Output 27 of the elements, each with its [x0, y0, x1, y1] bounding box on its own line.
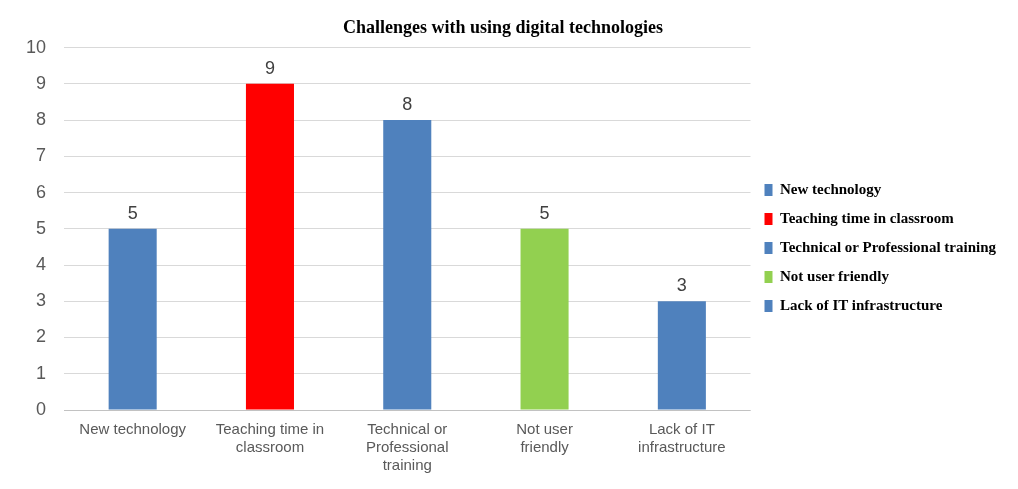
x-tick-label: Teaching time in classroom: [215, 420, 325, 456]
y-tick-label: 4: [36, 254, 47, 275]
data-label: 5: [539, 202, 550, 223]
x-tick-label: Not user friendly: [516, 420, 573, 456]
y-tick-label: 6: [36, 181, 47, 202]
y-tick-label: 7: [36, 145, 47, 166]
y-tick-label: 3: [36, 290, 47, 311]
legend-label: Not user friendly: [780, 267, 890, 284]
chart-title: Challenges with using digital technologies: [342, 17, 664, 38]
y-tick-label: 9: [36, 72, 47, 93]
data-label: 5: [127, 202, 138, 223]
legend-label: Teaching time in classroom: [780, 209, 955, 226]
y-tick-label: 1: [36, 362, 47, 383]
legend-label: New technology: [780, 180, 882, 197]
y-tick-label: 0: [36, 398, 47, 419]
legend-label: Technical or Professional training: [780, 238, 997, 255]
data-label: 3: [676, 275, 687, 296]
legend-label: Lack of IT infrastructure: [780, 296, 943, 313]
y-tick-label: 8: [36, 109, 47, 130]
x-tick-label: New technology: [79, 420, 187, 438]
y-tick-label: 5: [36, 217, 47, 238]
y-tick-label: 2: [36, 326, 47, 347]
x-tick-label: Technical or Professional training: [365, 420, 449, 474]
data-label: 8: [402, 94, 413, 115]
x-tick-label: Lack of IT infrastructure: [638, 420, 726, 456]
data-label: 9: [264, 57, 275, 78]
y-tick-label: 10: [25, 36, 47, 57]
